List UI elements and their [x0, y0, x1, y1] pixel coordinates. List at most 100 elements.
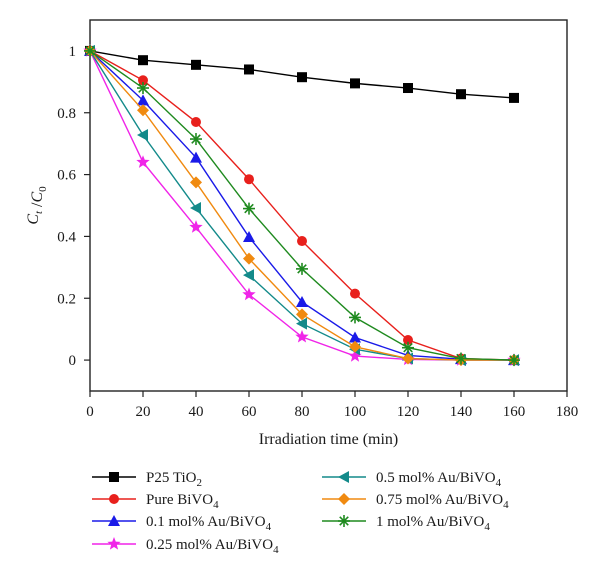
data-point — [296, 262, 308, 275]
legend-label-subscript: 4 — [273, 544, 279, 556]
data-point — [138, 75, 148, 86]
legend-label: 0.1 mol% Au/BiVO4 — [146, 514, 272, 533]
legend-marker — [338, 493, 350, 505]
legend-marker — [107, 537, 121, 550]
legend-entry: Pure BiVO4 — [92, 492, 219, 511]
data-point — [297, 236, 307, 247]
data-point — [349, 331, 361, 343]
x-tick-label: 40 — [189, 404, 204, 420]
legend-label-subscript: 2 — [196, 477, 202, 489]
y-tick-label: 0.2 — [57, 291, 76, 307]
data-point — [190, 201, 201, 214]
data-point — [191, 59, 201, 70]
legend-label-subscript: 4 — [213, 499, 219, 511]
y-tick-label: 0 — [69, 353, 77, 369]
data-point — [244, 174, 254, 185]
x-tick-label: 140 — [450, 404, 473, 420]
data-point — [402, 341, 414, 354]
x-tick-label: 120 — [397, 404, 420, 420]
data-point — [296, 317, 307, 330]
x-tick-label: 160 — [503, 404, 526, 420]
data-point — [190, 151, 202, 163]
legend-entry: 0.1 mol% Au/BiVO4 — [92, 514, 272, 533]
legend-label-text: P25 TiO — [146, 470, 197, 486]
legend-label: Pure BiVO4 — [146, 492, 219, 511]
x-axis-title: Irradiation time (min) — [259, 431, 399, 448]
legend-label: P25 TiO2 — [146, 470, 202, 489]
data-point — [403, 334, 413, 345]
legend-label-text: 0.1 mol% Au/BiVO — [146, 514, 266, 530]
data-point — [509, 92, 519, 103]
legend-entry: 0.75 mol% Au/BiVO4 — [322, 492, 509, 511]
legend-label-subscript: 4 — [484, 521, 490, 533]
legend-label-text: 0.25 mol% Au/BiVO — [146, 537, 273, 553]
data-point — [137, 129, 148, 142]
data-point — [243, 252, 255, 265]
data-point — [190, 176, 202, 189]
data-point — [244, 64, 254, 75]
legend-entry: 0.25 mol% Au/BiVO4 — [92, 537, 279, 556]
data-point — [350, 288, 360, 299]
legend-entry: P25 TiO2 — [92, 470, 202, 489]
legend-label-subscript: 4 — [503, 499, 509, 511]
x-tick-label: 80 — [295, 404, 310, 420]
data-point — [350, 78, 360, 89]
legend-label-text: Pure BiVO — [146, 492, 213, 508]
data-point — [402, 352, 414, 365]
data-point — [243, 269, 254, 282]
legend-label-subscript: 4 — [266, 521, 272, 533]
legend-marker — [109, 472, 119, 482]
data-point — [84, 44, 96, 57]
legend-label-subscript: 4 — [496, 477, 502, 489]
data-point — [137, 82, 149, 95]
x-tick-label: 100 — [344, 404, 367, 420]
data-point — [136, 155, 150, 168]
x-tick-label: 0 — [86, 404, 94, 420]
data-point — [403, 83, 413, 94]
series-6 — [84, 44, 520, 367]
data-point — [189, 220, 203, 233]
legend-marker — [338, 515, 350, 527]
x-tick-label: 180 — [556, 404, 579, 420]
legend-label: 1 mol% Au/BiVO4 — [376, 514, 490, 533]
legend-label: 0.5 mol% Au/BiVO4 — [376, 470, 502, 489]
data-point — [455, 352, 467, 365]
legend-marker — [108, 515, 120, 526]
plot-frame — [89, 19, 568, 392]
legend-label-text: 0.75 mol% Au/BiVO — [376, 492, 503, 508]
series-0 — [85, 45, 519, 103]
data-point — [295, 329, 309, 343]
legend-label: 0.25 mol% Au/BiVO4 — [146, 537, 279, 556]
data-point — [296, 308, 308, 321]
data-point — [349, 311, 361, 324]
data-point — [456, 89, 466, 100]
y-tick-label: 0.6 — [57, 168, 76, 184]
x-tick-label: 20 — [136, 404, 151, 420]
data-point — [243, 231, 255, 243]
data-point — [190, 133, 202, 146]
legend-label-text: 1 mol% Au/BiVO — [376, 514, 485, 530]
data-point — [242, 287, 256, 301]
legend-entry: 1 mol% Au/BiVO4 — [322, 514, 490, 533]
data-point — [349, 340, 361, 353]
legend-entry: 0.5 mol% Au/BiVO4 — [322, 470, 502, 489]
data-point — [138, 55, 148, 66]
data-point — [137, 94, 149, 106]
data-point — [508, 354, 520, 367]
data-point — [243, 202, 255, 215]
legend-label-text: 0.5 mol% Au/BiVO — [376, 470, 496, 486]
y-tick-label: 0.4 — [57, 229, 76, 245]
y-tick-label: 1 — [69, 44, 77, 60]
x-tick-label: 60 — [242, 404, 257, 420]
legend-marker — [109, 494, 119, 504]
data-point — [297, 72, 307, 83]
data-point — [296, 295, 308, 307]
data-point — [137, 104, 149, 117]
legend-label: 0.75 mol% Au/BiVO4 — [376, 492, 509, 511]
data-point — [348, 349, 362, 362]
legend-marker — [338, 471, 349, 483]
y-tick-label: 0.8 — [57, 106, 76, 122]
data-point — [191, 117, 201, 128]
